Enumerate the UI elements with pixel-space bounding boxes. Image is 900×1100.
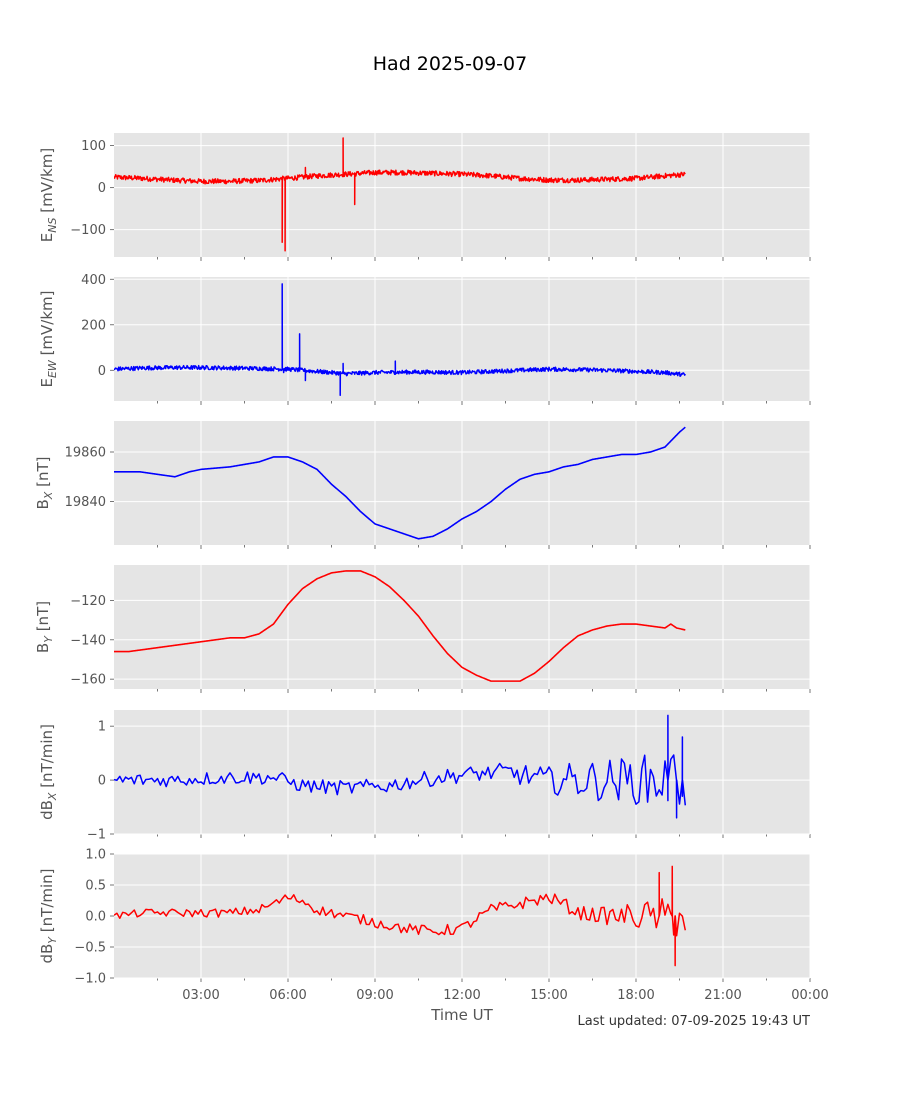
panel-1: 100 0 −100 ENS [mV/km] xyxy=(38,133,811,261)
series-line xyxy=(114,865,687,967)
y-axis-label-unit: [mV/km] xyxy=(38,290,56,360)
y-tick-label: 100 xyxy=(81,139,106,154)
panel-3: 19860 19840 BX [nT] xyxy=(34,421,811,549)
y-axis-label-sub: Y xyxy=(46,936,59,944)
y-axis-label-sub: NS xyxy=(46,217,59,232)
y-axis-label: ENS [mV/km] xyxy=(38,148,59,242)
x-tick-label: 15:00 xyxy=(530,988,567,1003)
y-tick-label: 200 xyxy=(81,318,106,333)
y-tick-label: −1.0 xyxy=(74,972,106,987)
y-tick-label: −140 xyxy=(70,633,106,648)
last-updated-text: Last updated: 07-09-2025 19:43 UT xyxy=(577,1014,810,1029)
x-tick-label: 03:00 xyxy=(182,988,219,1003)
y-tick-label: 19840 xyxy=(65,495,106,510)
panel-5: 1 0 −1 dBX [nT/min] xyxy=(38,710,811,843)
panel-4: −120 −140 −160 BY [nT] xyxy=(34,565,811,693)
x-tick-label: 12:00 xyxy=(443,988,480,1003)
y-axis-label-sub: EW xyxy=(46,359,59,378)
chart-title: Had 2025-09-07 xyxy=(373,53,527,75)
y-axis-label-main: dB xyxy=(38,800,56,820)
x-axis-label: Time UT xyxy=(430,1006,493,1024)
series-line xyxy=(114,570,686,682)
y-tick-label: −120 xyxy=(70,594,106,609)
series-line xyxy=(114,283,686,397)
y-tick-label: −0.5 xyxy=(74,941,106,956)
y-tick-label: 1.0 xyxy=(85,848,106,863)
panel-6: 1.0 0.5 0.0 −0.5 −1.0 dBY [nT/min] xyxy=(38,848,811,987)
x-tick-label: 00:00 xyxy=(791,988,828,1003)
y-axis-label-main: B xyxy=(34,643,52,653)
x-tick-label: 06:00 xyxy=(269,988,306,1003)
y-tick-label: −100 xyxy=(70,223,106,238)
y-axis-label-unit: [nT/min] xyxy=(38,724,56,792)
y-tick-label: 19860 xyxy=(65,446,106,461)
y-axis-label: EEW [mV/km] xyxy=(38,290,59,387)
y-tick-label: −1 xyxy=(87,828,106,843)
y-tick-label: 0 xyxy=(98,364,106,379)
y-axis-label: BX [nT] xyxy=(34,457,55,510)
y-tick-label: 400 xyxy=(81,273,106,288)
y-axis-label-sub: X xyxy=(46,792,59,801)
y-axis-label-unit: [nT] xyxy=(34,457,52,492)
y-axis-label-main: B xyxy=(34,499,52,509)
y-axis-label-unit: [nT] xyxy=(34,601,52,636)
y-axis-label-sub: Y xyxy=(42,635,55,643)
y-axis-label: dBY [nT/min] xyxy=(38,868,59,963)
y-axis-label: dBX [nT/min] xyxy=(38,724,59,820)
y-tick-label: 0 xyxy=(98,774,106,789)
x-tick-label: 09:00 xyxy=(356,988,393,1003)
panel-2: 400 200 0 EEW [mV/km] xyxy=(38,273,811,405)
series-line xyxy=(114,426,686,540)
y-axis-label-main: E xyxy=(38,378,56,387)
y-tick-label: 0.5 xyxy=(85,879,106,894)
y-tick-label: 1 xyxy=(98,720,106,735)
y-axis-label-main: E xyxy=(38,233,56,242)
y-axis-label-sub: X xyxy=(42,491,55,500)
x-tick-label: 18:00 xyxy=(617,988,654,1003)
series-line xyxy=(114,137,686,252)
y-axis-label-unit: [nT/min] xyxy=(38,868,56,936)
y-axis-label: BY [nT] xyxy=(34,601,55,653)
y-tick-label: 0.0 xyxy=(85,910,106,925)
y-axis-label-main: dB xyxy=(38,944,56,964)
x-tick-label: 21:00 xyxy=(704,988,741,1003)
y-tick-label: −160 xyxy=(70,673,106,688)
y-tick-label: 0 xyxy=(98,181,106,196)
y-axis-label-unit: [mV/km] xyxy=(38,148,56,218)
series-line xyxy=(114,714,687,819)
